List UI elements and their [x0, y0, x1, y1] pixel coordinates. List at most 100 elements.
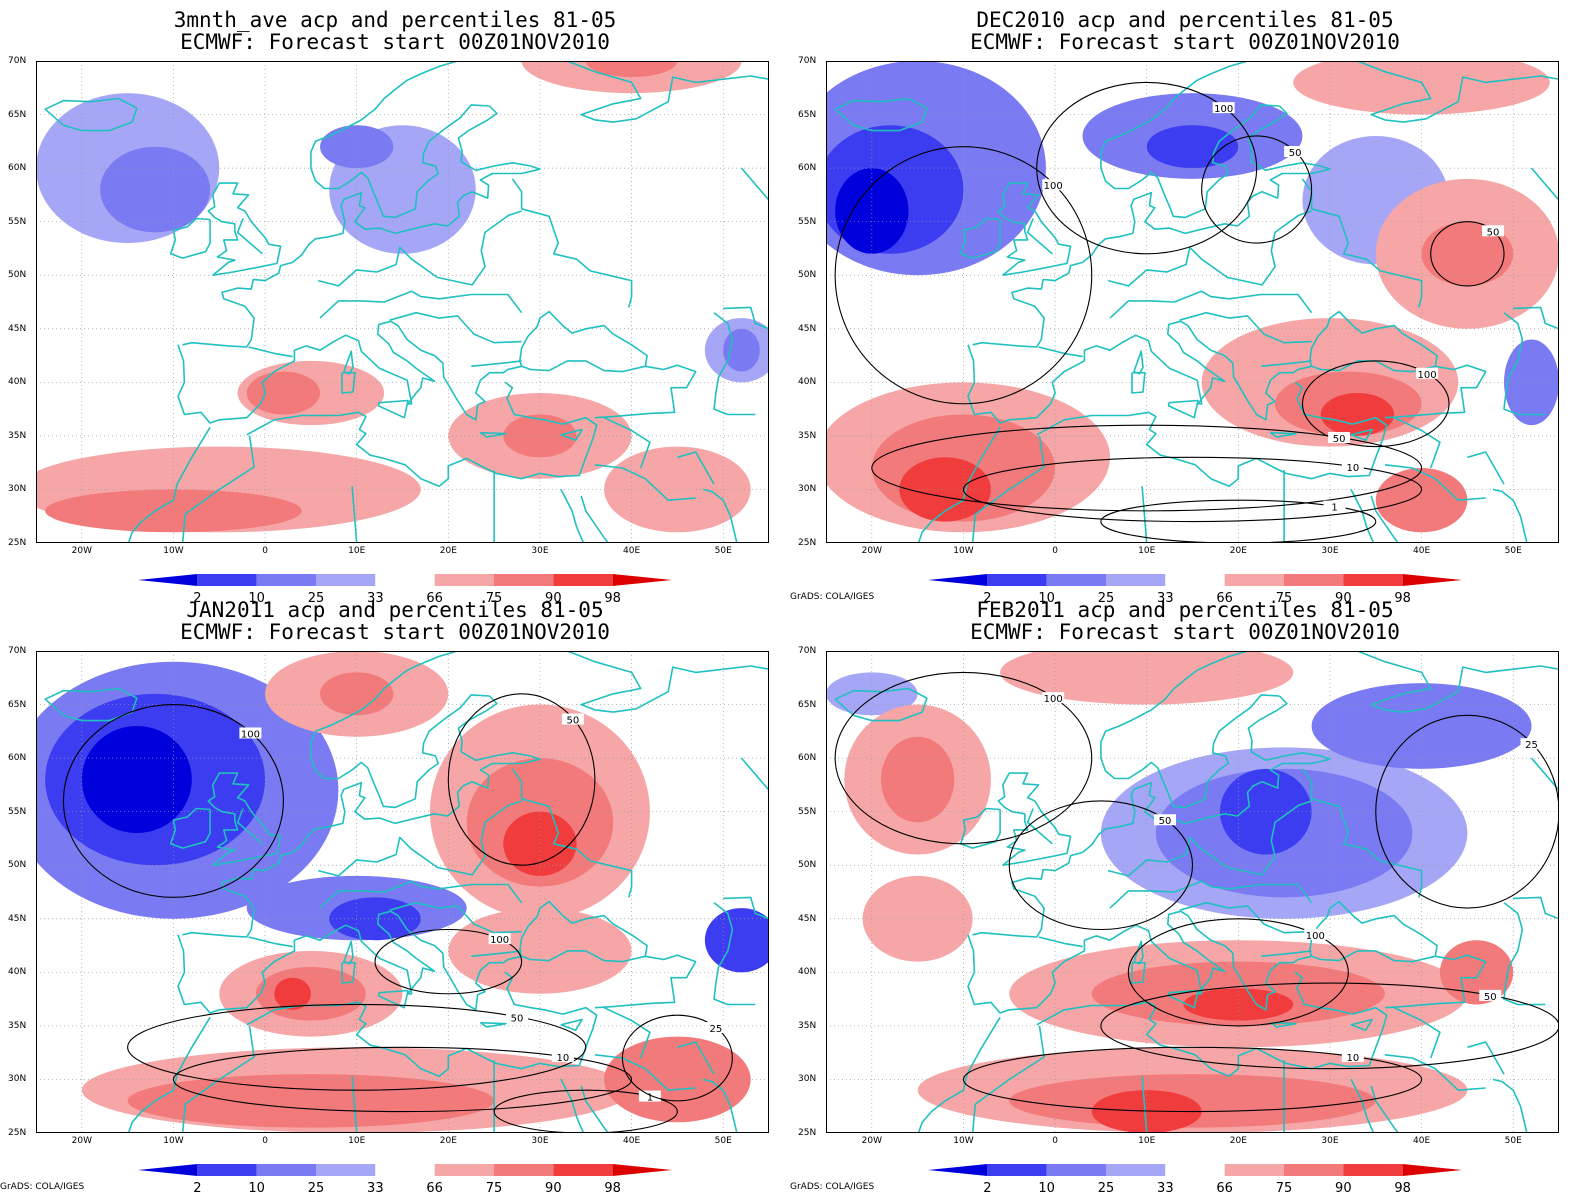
contour-line: [621, 1014, 733, 1102]
coastline: [723, 896, 769, 920]
colorbar-label: 75: [485, 591, 503, 606]
latitude-label: 40N: [798, 377, 817, 388]
latitude-label: 55N: [8, 216, 27, 227]
coastline: [1026, 218, 1053, 255]
percentile-map: 100 50 100 50 10 1 25: [36, 651, 769, 1133]
percentile-region: [899, 457, 991, 522]
coastline: [1131, 961, 1146, 984]
coastline: [713, 312, 756, 416]
percentile-region: [1293, 61, 1550, 115]
coastline: [560, 489, 585, 543]
colorbar-label: 66: [1216, 1181, 1233, 1196]
longitude-label: 10E: [348, 1136, 366, 1146]
coastline: [997, 182, 1072, 276]
latitude-label: 65N: [8, 699, 27, 710]
longitude-label: 50E: [1504, 546, 1522, 556]
colorbar-swatch: [1106, 574, 1166, 586]
percentile-region: [45, 489, 302, 533]
latitude-label: 65N: [798, 699, 817, 710]
longitude-label: 0: [1052, 1136, 1058, 1146]
latitude-label: 60N: [8, 753, 27, 764]
coastline: [560, 1018, 583, 1032]
coastline: [236, 218, 263, 255]
percentile-region: [723, 328, 760, 372]
contour-label: 50: [1159, 816, 1172, 827]
coastline: [1357, 61, 1559, 123]
panel-title: JAN2011 acp and percentiles 81-05: [186, 598, 604, 622]
colorbar-label: 33: [367, 591, 384, 606]
colorbar-label: 2: [193, 1181, 202, 1196]
colorbar-label: 98: [604, 1181, 621, 1196]
coastline: [1261, 360, 1312, 368]
colorbar-swatch: [375, 574, 435, 586]
colorbar-label: 66: [1216, 591, 1233, 606]
coastline: [1179, 901, 1312, 934]
coastline: [127, 1016, 211, 1133]
latitude-label: 45N: [798, 913, 817, 924]
percentile-region: [320, 672, 394, 716]
colorbar: [138, 1164, 672, 1176]
latitude-label: 30N: [8, 1074, 27, 1085]
percentile-region: [448, 908, 632, 994]
panel-title: 3mnth_ave acp and percentiles 81-05: [173, 8, 617, 32]
coastline: [127, 426, 211, 543]
colorbar-swatch: [1284, 574, 1344, 586]
coastline: [1530, 757, 1559, 792]
latitude-label: 70N: [8, 56, 27, 66]
percentile-region: [127, 1074, 495, 1128]
coastline: [1530, 167, 1559, 202]
longitude-label: 0: [262, 546, 268, 556]
colorbar-swatch: [494, 574, 554, 586]
latitude-label: 35N: [8, 430, 27, 441]
latitude-label: 70N: [8, 646, 27, 656]
latitude-label: 50N: [798, 270, 817, 281]
contour-label: 100: [241, 729, 260, 740]
colorbar-label: 25: [1097, 1181, 1115, 1196]
coastline: [1038, 346, 1083, 358]
longitude-label: 30E: [1321, 546, 1339, 556]
coastline: [246, 381, 598, 488]
coastline: [246, 971, 598, 1078]
latitude-label: 25N: [8, 538, 27, 548]
panel-subtitle: ECMWF: Forecast start 00Z01NOV2010: [180, 620, 610, 644]
coastline: [479, 431, 507, 438]
coastline: [310, 61, 490, 219]
percentile-region: [329, 897, 421, 941]
coastline: [1370, 1085, 1400, 1133]
colorbar-label: 66: [426, 1181, 443, 1196]
coastline: [177, 310, 648, 424]
coastline: [1492, 1078, 1528, 1133]
percentile-region: [1320, 393, 1395, 436]
percentile-region: [1000, 651, 1294, 705]
longitude-label: 20E: [439, 1136, 457, 1146]
percentile-region: [1219, 768, 1312, 855]
coastline: [182, 695, 541, 938]
contour-line: [1430, 221, 1505, 287]
coastline: [341, 371, 356, 394]
latitude-label: 30N: [8, 484, 27, 495]
coastline: [317, 210, 522, 287]
coastline: [248, 346, 293, 358]
latitude-label: 60N: [8, 163, 27, 174]
coastline: [967, 900, 1438, 1014]
latitude-label: 50N: [798, 860, 817, 871]
coastline: [834, 97, 928, 132]
percentile-region: [835, 168, 909, 254]
colorbar-label: 90: [545, 591, 562, 606]
contour-label: 50: [511, 1013, 524, 1024]
latitude-label: 70N: [798, 646, 817, 656]
panel-feb2011: FEB2011 acp and percentiles 81-05 ECMWF: …: [790, 590, 1580, 1195]
percentile-region: [1439, 940, 1514, 1005]
latitude-label: 25N: [798, 1128, 817, 1138]
latitude-label: 40N: [798, 967, 817, 978]
coastline: [677, 451, 715, 485]
latitude-label: 35N: [798, 430, 817, 441]
coastline: [1513, 306, 1559, 330]
contour-label: 50: [1289, 148, 1302, 159]
percentile-region: [81, 725, 192, 834]
longitude-label: 10E: [1138, 546, 1156, 556]
colorbar-label: 98: [604, 591, 621, 606]
coastline: [1492, 488, 1528, 543]
coastline: [207, 182, 282, 276]
panel-3mnth-ave: 3mnth_ave acp and percentiles 81-05 ECMWF…: [0, 0, 790, 605]
